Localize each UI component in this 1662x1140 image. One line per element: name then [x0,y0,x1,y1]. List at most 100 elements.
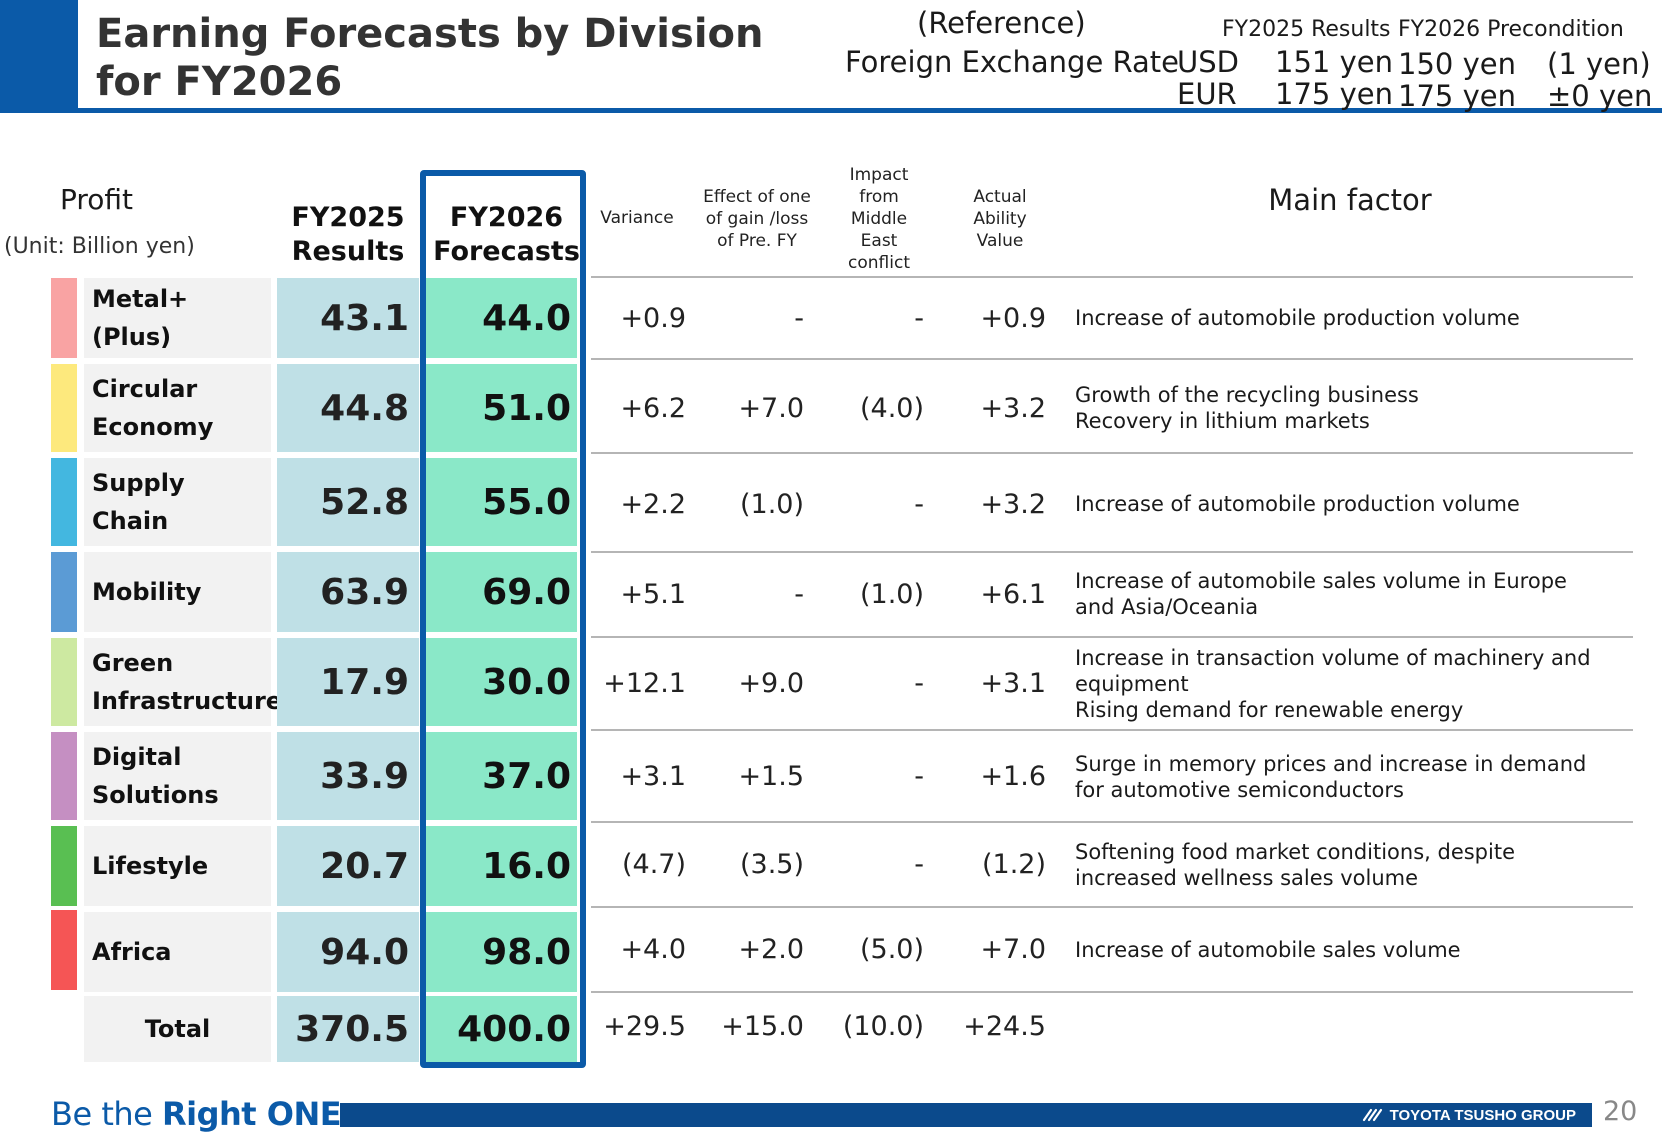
fy2025-results-value: 63.9 [277,552,419,632]
fy2026-forecast-value: 98.0 [425,912,577,992]
actual-value: +0.9 [980,302,1046,334]
actual-value: +3.2 [980,392,1046,424]
main-factor-text: Increase of automobile production volume [1075,492,1520,516]
division-name-supply-chain: Supply Chain [84,458,271,546]
company-mark-icon [1362,1108,1382,1122]
fx-eur-currency: EUR [1177,77,1237,111]
division-name-mobility: Mobility [84,552,271,632]
division-name-circular-economy: Circular Economy [84,364,271,452]
page-title: Earning Forecasts by Division for FY2026 [96,10,763,106]
effect-value: (3.5) [739,849,804,880]
division-color-stripe [51,826,77,906]
variance-value: +0.9 [620,302,686,334]
total-impact: (10.0) [842,1010,924,1042]
fy2026-forecast-value: 55.0 [425,458,577,546]
fx-eur-diff: ±0 yen [1547,79,1653,113]
division-color-stripe [51,458,77,546]
actual-value: +7.0 [980,934,1046,965]
forecast-highlight-frame [420,170,586,1068]
effect-value: +1.5 [738,761,804,792]
effect-value: (1.0) [739,488,804,520]
variance-value: (4.7) [621,849,686,880]
variance-value: +4.0 [620,934,686,965]
variance-value: +2.2 [620,488,686,520]
header-accent-block [0,0,78,113]
impact-value: (5.0) [859,934,924,965]
fy2025-results-value: 20.7 [277,826,419,906]
header-actual: Actual Ability Value [973,187,1027,251]
impact-value: - [914,488,924,520]
main-factor-text: Increase of automobile sales volume [1075,937,1461,962]
total-fy2026-forecast: 400.0 [425,996,577,1062]
fx-usd-results: 151 yen [1275,45,1393,79]
row-separator [591,636,1633,638]
division-color-stripe [51,552,77,632]
effect-value: +7.0 [738,392,804,424]
fx-col-precondition: FY2026 Precondition [1398,17,1624,42]
division-color-stripe [51,638,77,726]
header-impact: Impact from Middle East conflict [848,165,910,273]
total-label: Total [84,996,271,1062]
actual-value: +1.6 [980,761,1046,792]
row-separator [591,991,1633,993]
row-separator [591,358,1633,360]
total-actual: +24.5 [963,1010,1046,1042]
main-factor-text: Increase of automobile production volume [1075,306,1520,330]
division-name-metal: Metal+ (Plus) [84,278,271,358]
header-fy2025: FY2025 Results [291,202,405,267]
fy2026-forecast-value: 51.0 [425,364,577,452]
actual-value: +6.1 [980,578,1046,610]
fy2026-forecast-value: 44.0 [425,278,577,358]
main-factor-text: Increase of automobile sales volume in E… [1075,569,1567,619]
division-color-stripe [51,732,77,820]
effect-value: +2.0 [738,934,804,965]
row-separator [591,452,1633,454]
variance-value: +6.2 [620,392,686,424]
fx-usd-diff: (1 yen) [1547,47,1651,81]
fx-label: Foreign Exchange Rate [845,45,1179,79]
total-fy2025-results: 370.5 [277,996,419,1062]
division-color-stripe [51,364,77,452]
title-line-2: for FY2026 [96,59,343,105]
fx-reference: (Reference) [917,6,1086,40]
footer-bar: TOYOTA TSUSHO GROUP [340,1103,1592,1127]
main-factor-text: Surge in memory prices and increase in d… [1075,751,1587,802]
header-rule [0,108,1662,113]
effect-value: - [794,578,804,610]
unit-label: (Unit: Billion yen) [4,234,195,259]
tagline: Be the Right ONE [51,1095,342,1133]
fx-eur-precondition: 175 yen [1398,79,1516,113]
fy2025-results-value: 43.1 [277,278,419,358]
variance-value: +5.1 [620,578,686,610]
variance-value: +12.1 [603,668,686,699]
division-color-stripe [51,910,77,990]
fx-usd-precondition: 150 yen [1398,47,1516,81]
impact-value: (1.0) [859,578,924,610]
impact-value: - [914,761,924,792]
fy2025-results-value: 94.0 [277,912,419,992]
division-color-stripe [51,278,77,358]
row-separator [591,276,1633,278]
header-main-factor: Main factor [1268,183,1432,217]
division-name-africa: Africa [84,912,271,992]
main-factor-text: Growth of the recycling business Recover… [1075,383,1419,433]
header-variance: Variance [600,208,674,228]
division-name-green-infrastructure: Green Infrastructure [84,638,282,726]
impact-value: - [914,849,924,880]
variance-value: +3.1 [620,761,686,792]
fy2026-forecast-value: 37.0 [425,732,577,820]
page-number: 20 [1603,1096,1638,1127]
fy2026-forecast-value: 69.0 [425,552,577,632]
header-effect: Effect of one of gain /loss of Pre. FY [703,187,811,251]
row-separator [591,729,1633,731]
row-separator [591,821,1633,823]
actual-value: (1.2) [981,849,1046,880]
impact-value: - [914,668,924,699]
fy2025-results-value: 17.9 [277,638,419,726]
main-factor-text: Softening food market conditions, despit… [1075,839,1516,890]
fy2026-forecast-value: 16.0 [425,826,577,906]
profit-label: Profit [60,183,134,216]
fy2025-results-value: 52.8 [277,458,419,546]
fx-col-results: FY2025 Results [1222,17,1391,42]
title-line-1: Earning Forecasts by Division [96,11,764,57]
